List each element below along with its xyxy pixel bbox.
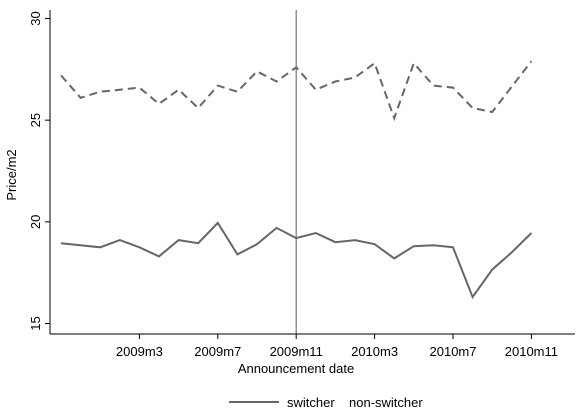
y-tick-label: 30 (28, 11, 43, 25)
x-tick-label: 2010m7 (430, 344, 477, 359)
x-tick-label: 2009m7 (194, 344, 241, 359)
x-tick-label: 2010m11 (505, 344, 558, 359)
series-line-non-switcher (60, 60, 533, 122)
series-line-switcher (60, 221, 533, 300)
x-tick-label: 2009m3 (116, 344, 163, 359)
x-axis-title: Announcement date (238, 361, 354, 376)
legend-switcher-label: switcher (287, 395, 335, 410)
y-tick-label: 15 (28, 316, 43, 330)
plot-area (60, 10, 533, 334)
y-tick-label: 20 (28, 215, 43, 229)
axes: 15 20 25 30 2009m3 2009m7 2009m11 2010m3 2010m7 2… (28, 10, 575, 359)
x-tick-label: 2010m3 (351, 344, 398, 359)
y-axis-title: Price/m2 (4, 149, 19, 200)
y-tick-label: 25 (28, 113, 43, 127)
legend-non-switcher-label: non-switcher (349, 395, 423, 410)
legend: switcher non-switcher (229, 395, 423, 410)
x-tick-label: 2009m11 (270, 344, 323, 359)
